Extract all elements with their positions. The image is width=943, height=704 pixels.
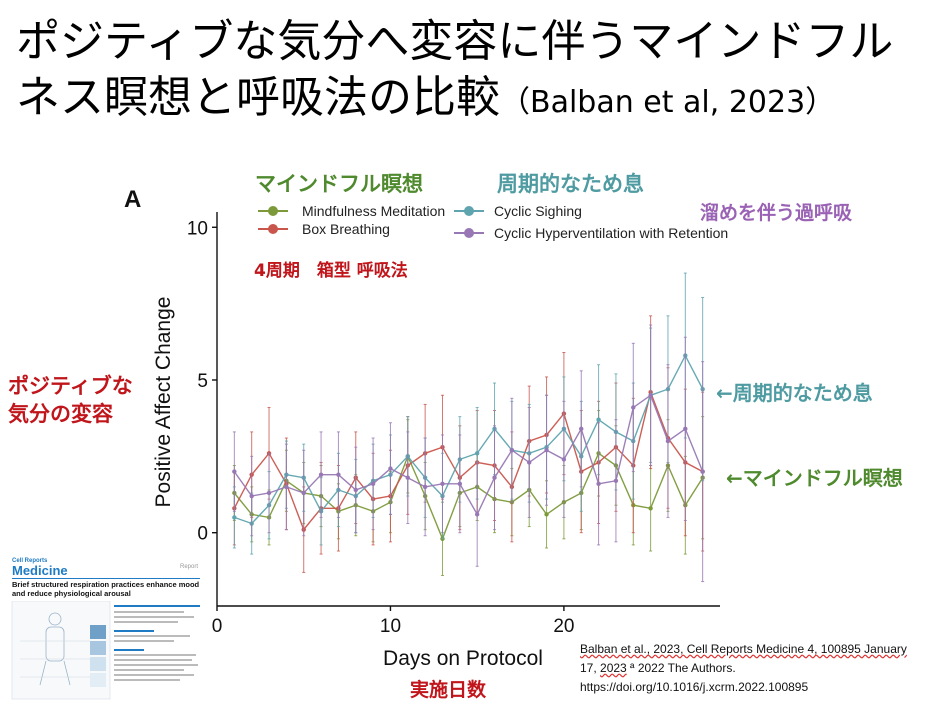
thumb-tag: Report: [179, 564, 198, 570]
citation-line1-text: Balban et al., 2023, Cell Reports Medici…: [580, 642, 907, 656]
annotation-days-jp: 実施日数: [410, 679, 487, 701]
data-point-cyclic-hyperventilation-with-retention: [440, 481, 445, 487]
data-point-cyclic-sighing: [596, 417, 601, 422]
data-point-cyclic-hyperventilation-with-retention: [596, 481, 601, 487]
data-point-cyclic-hyperventilation-with-retention: [301, 490, 306, 496]
data-point-cyclic-hyperventilation-with-retention: [232, 469, 237, 474]
data-point-cyclic-hyperventilation-with-retention: [683, 426, 688, 432]
data-point-cyclic-hyperventilation-with-retention: [579, 426, 584, 432]
legend-item-box-breathing: Box Breathing: [258, 221, 390, 237]
data-point-cyclic-hyperventilation-with-retention: [388, 466, 393, 471]
y-tick-label: 5: [197, 371, 208, 392]
slide-title: ポジティブな気分へ変容に伴うマインドフルネス瞑想と呼吸法の比較（Balban e…: [16, 14, 931, 131]
paper-thumbnail: Cell Reports Medicine Report Brief struc…: [8, 555, 204, 700]
series-line-cyclic-hyperventilation-with-retention: [233, 394, 704, 516]
data-point-mindfulness-meditation: [544, 512, 549, 517]
legend-item-hyperventilation: Cyclic Hyperventilation with Retention: [454, 225, 728, 241]
citation-line2: 17, 2023 ª 2022 The Authors.: [580, 661, 736, 675]
x-axis-label: Days on Protocol: [383, 647, 543, 670]
data-point-cyclic-sighing: [474, 451, 480, 456]
citation-year: 2023: [600, 661, 627, 675]
thumb-journal-small: Cell Reports: [12, 558, 48, 564]
x-tick-label: 0: [212, 616, 223, 637]
annotation-mindfulness-jp: マインドフル瞑想: [255, 172, 423, 196]
slide-title-citation: （Balban et al, 2023）: [500, 85, 836, 120]
data-point-cyclic-hyperventilation-with-retention: [422, 484, 428, 490]
annotation-arrow-mindful: ←マインドフル瞑想: [726, 466, 903, 490]
legend-item-mindfulness: Mindfulness Meditation: [258, 203, 445, 219]
annotation-arrow-cyclic: ←周期的なため息: [716, 381, 873, 405]
annotation-cyclic-sighing-jp: 周期的なため息: [497, 172, 644, 196]
data-point-cyclic-hyperventilation-with-retention: [336, 472, 341, 477]
data-point-cyclic-hyperventilation-with-retention: [492, 475, 497, 480]
data-point-cyclic-hyperventilation-with-retention: [405, 475, 410, 480]
data-point-cyclic-hyperventilation-with-retention: [249, 493, 254, 499]
data-point-cyclic-hyperventilation-with-retention: [700, 469, 705, 474]
x-tick-label: 20: [553, 616, 574, 637]
data-point-cyclic-hyperventilation-with-retention: [284, 484, 289, 490]
legend-label-box-breathing: Box Breathing: [302, 221, 390, 237]
data-point-cyclic-hyperventilation-with-retention: [353, 487, 358, 493]
data-point-cyclic-hyperventilation-with-retention: [613, 478, 619, 483]
data-point-cyclic-hyperventilation-with-retention: [665, 438, 671, 444]
citation: Balban et al., 2023, Cell Reports Medici…: [580, 640, 940, 697]
legend-item-cyclic-sighing: Cyclic Sighing: [454, 203, 582, 219]
thumb-divider: [12, 578, 200, 579]
y-axis-label: Positive Affect Change: [152, 297, 175, 508]
thumb-paper-title: Brief structured respiration practices e…: [12, 580, 200, 598]
annotation-positive-mood-line1: ポジティブな: [8, 374, 133, 398]
citation-doi: https://doi.org/10.1016/j.xcrm.2022.1008…: [580, 680, 809, 694]
data-point-cyclic-hyperventilation-with-retention: [527, 460, 532, 465]
legend-label-hyperventilation: Cyclic Hyperventilation with Retention: [494, 225, 728, 241]
thumb-graphical-abstract: [11, 601, 200, 700]
data-point-cyclic-sighing: [232, 515, 237, 520]
annotation-positive-mood: ポジティブな 気分の変容: [8, 372, 133, 428]
annotation-box-breathing-jp: 4周期 箱型 呼吸法: [254, 261, 408, 281]
data-point-cyclic-hyperventilation-with-retention: [474, 512, 480, 517]
annotation-positive-mood-line2: 気分の変容: [8, 402, 113, 426]
data-point-cyclic-hyperventilation-with-retention: [318, 472, 324, 477]
data-point-cyclic-hyperventilation-with-retention: [266, 490, 272, 496]
legend-label-mindfulness: Mindfulness Meditation: [302, 203, 445, 219]
data-point-cyclic-hyperventilation-with-retention: [370, 481, 376, 487]
data-point-cyclic-hyperventilation-with-retention: [561, 457, 567, 462]
data-point-mindfulness-meditation: [648, 506, 653, 511]
citation-line1: Balban et al., 2023, Cell Reports Medici…: [580, 640, 940, 659]
series-line-box-breathing: [233, 389, 704, 531]
y-tick-label: 10: [187, 218, 208, 239]
panel-label: A: [124, 186, 141, 213]
legend: Mindfulness Meditation Box Breathing Cyc…: [258, 203, 728, 241]
slide-title-main: ポジティブな気分へ変容に伴うマインドフルネス瞑想と呼吸法の比較: [16, 16, 894, 123]
data-point-cyclic-hyperventilation-with-retention: [631, 405, 636, 410]
data-point-cyclic-hyperventilation-with-retention: [544, 448, 549, 453]
data-point-cyclic-hyperventilation-with-retention: [509, 448, 515, 453]
data-point-cyclic-hyperventilation-with-retention: [457, 481, 463, 487]
series-line-cyclic-sighing: [234, 354, 704, 525]
thumb-journal-big: Medicine: [12, 563, 68, 578]
chart-layer: 0 5 10 0 10 20: [187, 212, 720, 637]
annotation-hyperventilation-jp: 溜めを伴う過呼吸: [700, 202, 853, 224]
legend-label-cyclic-sighing: Cyclic Sighing: [494, 203, 582, 219]
x-tick-label: 10: [380, 616, 401, 637]
y-tick-label: 0: [197, 524, 208, 545]
data-point-cyclic-hyperventilation-with-retention: [648, 393, 653, 398]
